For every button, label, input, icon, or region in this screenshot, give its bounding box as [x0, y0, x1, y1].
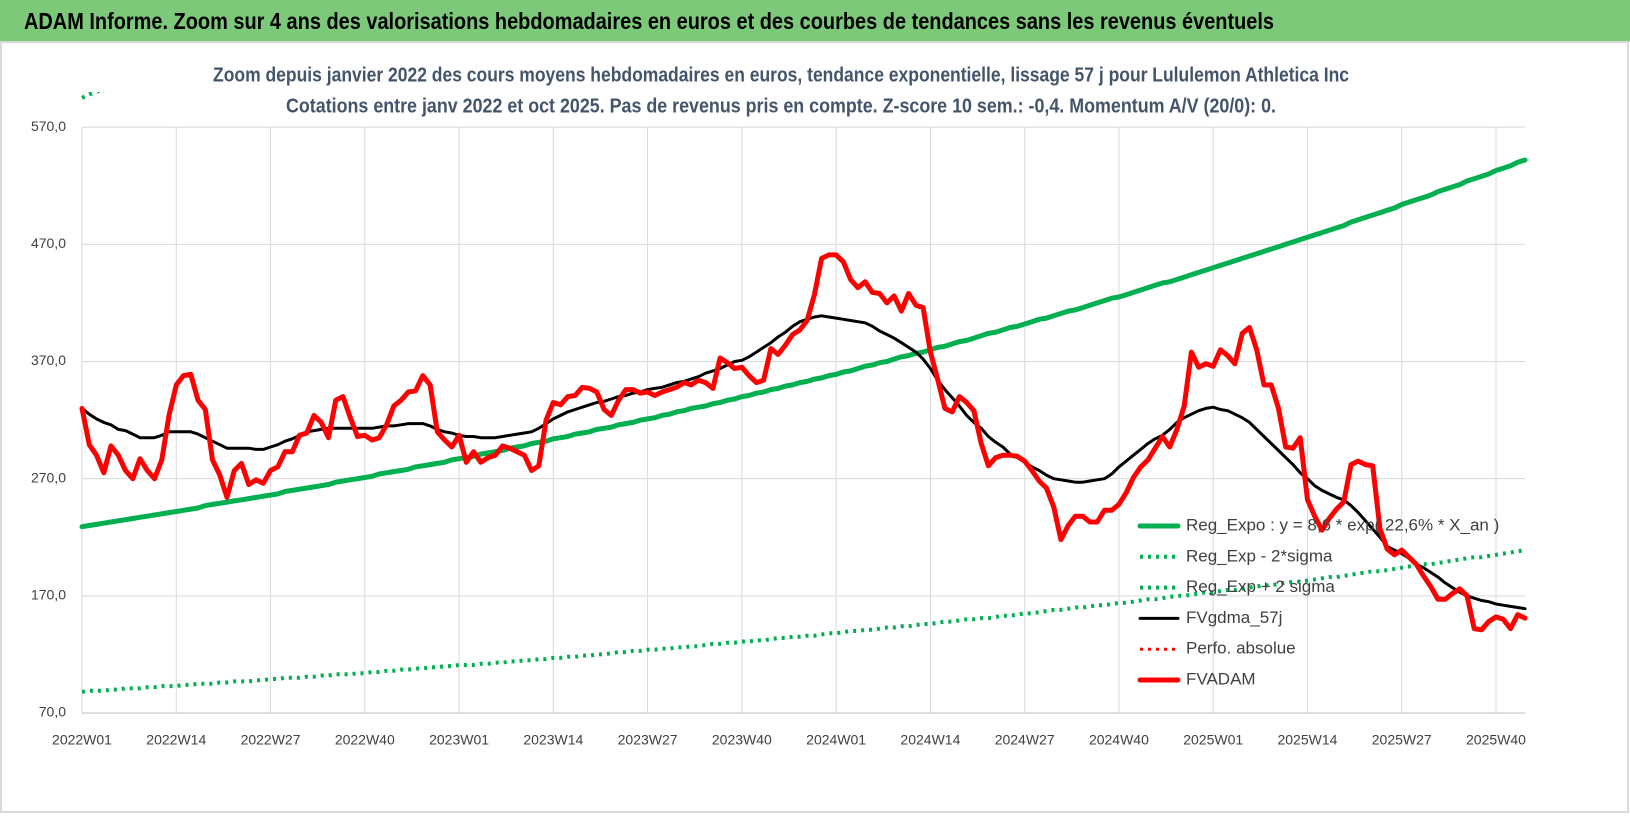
legend-label: FVgdma_57j [1186, 608, 1282, 627]
x-tick-label: 2024W40 [1089, 732, 1149, 748]
series-group [79, 92, 1528, 694]
x-tick-label: 2022W14 [146, 732, 206, 748]
x-tick-label: 2023W01 [429, 732, 489, 748]
legend-label: Perfo. absolue [1186, 639, 1296, 658]
y-tick-label: 70,0 [39, 704, 66, 720]
chart-title: Zoom depuis janvier 2022 des cours moyen… [213, 64, 1349, 86]
x-tick-label: 2024W27 [995, 732, 1055, 748]
series-line [79, 157, 1528, 530]
x-tick-label: 2025W01 [1183, 732, 1243, 748]
header-title: ADAM Informe. Zoom sur 4 ans des valoris… [24, 8, 1274, 34]
x-tick-label: 2025W40 [1466, 732, 1526, 748]
chart-frame [0, 41, 1629, 813]
x-tick-label: 2025W14 [1277, 732, 1337, 748]
x-tick-label: 2023W40 [712, 732, 772, 748]
x-tick-label: 2025W27 [1372, 732, 1432, 748]
x-tick-label: 2024W14 [900, 732, 960, 748]
legend-label: Reg_Exp - 2*sigma [1186, 546, 1333, 565]
legend-label: Reg_Expo : y = 8,6 * exp( 22,6% * X_an ) [1186, 515, 1499, 534]
chart-subtitle: Cotations entre janv 2022 et oct 2025. P… [286, 95, 1276, 117]
x-tick-label: 2022W27 [241, 732, 301, 748]
series-line [81, 548, 1526, 694]
y-tick-label: 570,0 [31, 118, 66, 134]
x-tick-label: 2024W01 [806, 732, 866, 748]
y-tick-label: 270,0 [31, 469, 66, 485]
x-tick-label: 2022W40 [335, 732, 395, 748]
x-tick-label: 2023W27 [618, 732, 678, 748]
y-tick-label: 170,0 [31, 587, 66, 603]
header-bar [0, 0, 1630, 42]
x-tick-label: 2022W01 [52, 732, 112, 748]
legend: Reg_Expo : y = 8,6 * exp( 22,6% * X_an )… [1137, 515, 1499, 688]
x-tick-label: 2023W14 [523, 732, 583, 748]
y-tick-label: 470,0 [31, 235, 66, 251]
plot-area: 70,0 170,0 270,0 370,0 470,0 570,0 2022W01 2022… [31, 92, 1528, 748]
legend-label: Reg_Exp + 2 sigma [1186, 577, 1335, 596]
series-line [79, 252, 1528, 633]
title-background [205, 58, 1355, 124]
y-tick-label: 370,0 [31, 352, 66, 368]
legend-label: FVADAM [1186, 669, 1256, 688]
